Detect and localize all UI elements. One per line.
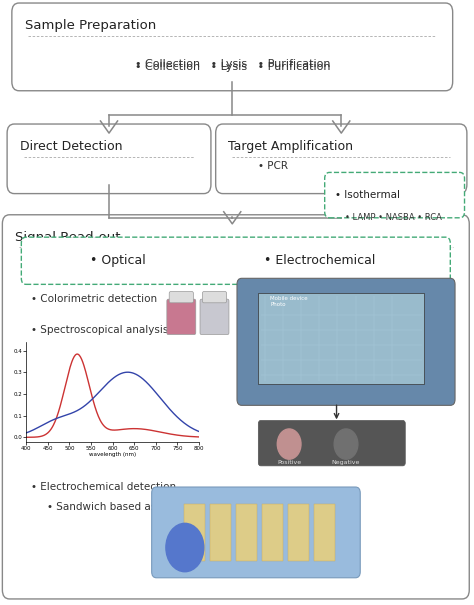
Text: Positive: Positive <box>277 460 301 465</box>
Text: • Paper microplate - AuNPs: • Paper microplate - AuNPs <box>246 295 388 304</box>
Text: Signal Read-out: Signal Read-out <box>15 231 121 244</box>
FancyBboxPatch shape <box>167 299 196 335</box>
FancyBboxPatch shape <box>169 292 193 302</box>
Text: Sample Preparation: Sample Preparation <box>25 19 156 32</box>
Circle shape <box>334 429 358 459</box>
FancyBboxPatch shape <box>7 124 211 194</box>
Text: Direct Detection: Direct Detection <box>20 140 122 153</box>
Text: Target Amplification: Target Amplification <box>228 140 354 153</box>
FancyBboxPatch shape <box>262 504 283 561</box>
Text: Mobile device
Photo: Mobile device Photo <box>270 296 308 307</box>
FancyBboxPatch shape <box>184 504 205 561</box>
Text: • Colorimetric detection: • Colorimetric detection <box>31 295 157 304</box>
FancyBboxPatch shape <box>12 3 453 91</box>
Text: • LAMP • NASBA • RCA: • LAMP • NASBA • RCA <box>345 214 442 222</box>
Text: • Optical: • Optical <box>91 254 146 267</box>
FancyBboxPatch shape <box>236 504 257 561</box>
Text: • PCR: • PCR <box>258 161 288 171</box>
Text: • Sandwich based assays: • Sandwich based assays <box>47 502 180 512</box>
FancyBboxPatch shape <box>314 504 335 561</box>
FancyBboxPatch shape <box>210 504 231 561</box>
Text: • Spectroscopical analysis: • Spectroscopical analysis <box>31 325 168 335</box>
FancyBboxPatch shape <box>152 487 360 578</box>
FancyBboxPatch shape <box>202 292 227 302</box>
FancyBboxPatch shape <box>2 215 469 599</box>
FancyBboxPatch shape <box>258 293 424 384</box>
FancyBboxPatch shape <box>237 278 455 405</box>
Text: • Electrochemical detection: • Electrochemical detection <box>31 482 176 492</box>
FancyBboxPatch shape <box>288 504 309 561</box>
Text: Negative: Negative <box>332 460 360 465</box>
FancyBboxPatch shape <box>258 420 405 466</box>
Circle shape <box>166 523 204 572</box>
Circle shape <box>277 429 301 459</box>
Text: • Electrochemical: • Electrochemical <box>264 254 375 267</box>
FancyBboxPatch shape <box>21 237 450 284</box>
Text: • Collection   • Lysis   • Purification: • Collection • Lysis • Purification <box>135 62 330 71</box>
Text: • Collection   • Lysis   • Purification: • Collection • Lysis • Purification <box>135 59 330 68</box>
FancyBboxPatch shape <box>325 172 465 218</box>
FancyBboxPatch shape <box>216 124 467 194</box>
FancyBboxPatch shape <box>200 299 229 335</box>
Text: • Isothermal: • Isothermal <box>335 190 400 200</box>
